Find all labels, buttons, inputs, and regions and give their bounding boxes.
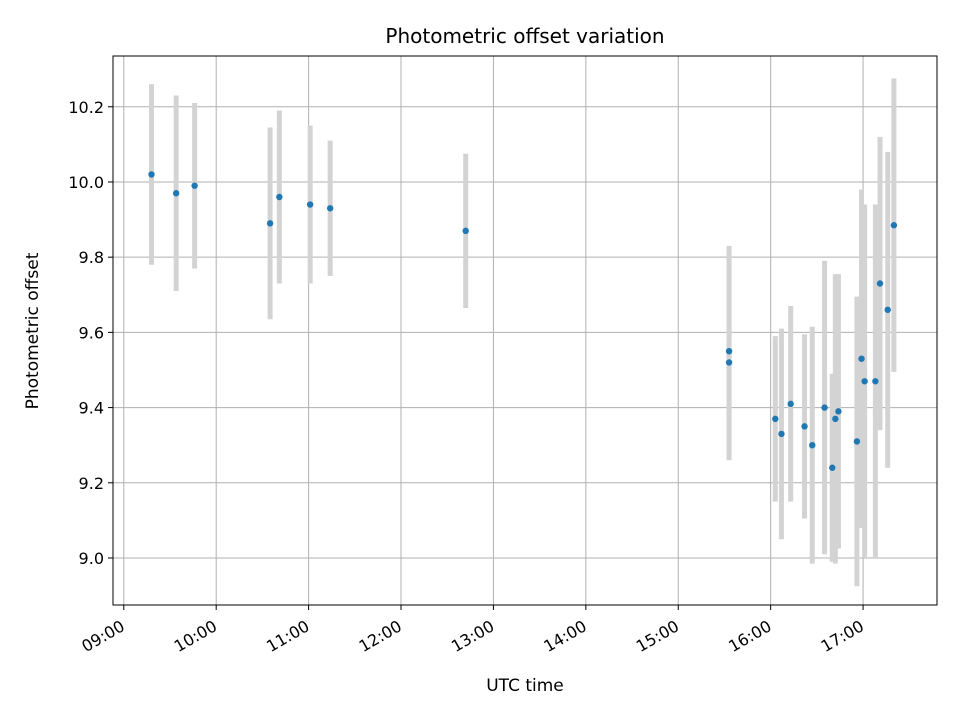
x-axis-label: UTC time bbox=[486, 676, 564, 696]
data-point bbox=[462, 227, 469, 235]
data-point bbox=[853, 438, 861, 445]
data-point bbox=[787, 400, 794, 408]
data-point bbox=[191, 182, 198, 189]
chart-title: Photometric offset variation bbox=[385, 24, 664, 48]
data-point bbox=[276, 193, 283, 201]
data-point bbox=[861, 378, 868, 385]
y-tick-label: 9.4 bbox=[79, 399, 104, 418]
data-point bbox=[809, 441, 816, 449]
data-point bbox=[266, 220, 274, 227]
data-point bbox=[725, 347, 733, 355]
data-point bbox=[725, 359, 733, 366]
data-point bbox=[890, 222, 898, 229]
grid bbox=[113, 56, 937, 605]
data-point bbox=[306, 201, 314, 208]
plot-frame bbox=[112, 55, 938, 606]
data-point bbox=[876, 280, 884, 287]
data-point bbox=[829, 464, 836, 471]
y-axis-ticks: 9.0 9.2 9.4 9.6 9.8 10.0 10.2 bbox=[68, 98, 113, 568]
data-point bbox=[835, 408, 842, 415]
y-tick-label: 9.6 bbox=[79, 323, 104, 342]
y-tick-label: 9.8 bbox=[79, 248, 104, 267]
y-tick-label: 10.2 bbox=[68, 98, 104, 117]
y-axis-label: Photometric offset bbox=[23, 252, 43, 409]
data-point bbox=[172, 190, 180, 197]
data-point bbox=[778, 430, 785, 438]
data-point bbox=[148, 171, 155, 178]
data-point bbox=[832, 415, 839, 423]
data-point bbox=[326, 205, 334, 212]
data-point bbox=[858, 355, 865, 362]
data-point bbox=[884, 306, 891, 314]
data-point bbox=[772, 415, 779, 423]
y-tick-label: 10.0 bbox=[68, 173, 104, 192]
data-points bbox=[148, 171, 898, 471]
data-point bbox=[801, 423, 808, 430]
y-tick-label: 9.0 bbox=[79, 549, 104, 568]
data-point bbox=[872, 378, 879, 385]
data-point bbox=[821, 404, 828, 411]
y-tick-label: 9.2 bbox=[79, 474, 104, 493]
